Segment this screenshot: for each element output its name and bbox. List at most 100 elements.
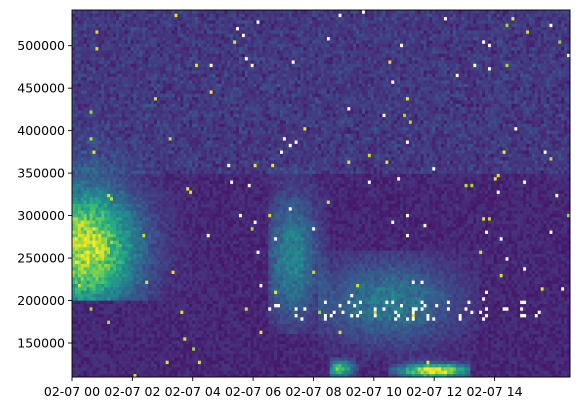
heatmap-cell [92, 56, 96, 61]
heatmap-cell [72, 240, 76, 244]
heatmap-cell [121, 333, 126, 338]
heatmap-cell [142, 283, 146, 288]
heatmap-cell [192, 43, 196, 48]
heatmap-cell [77, 226, 82, 231]
heatmap-cell [95, 63, 99, 68]
heatmap-cell [180, 193, 184, 198]
heatmap-cell [180, 156, 184, 161]
heatmap-cell [162, 350, 167, 355]
heatmap-cell [162, 340, 167, 345]
heatmap-cell [186, 260, 190, 264]
heatmap-cell [145, 40, 149, 44]
heatmap-cell [136, 60, 140, 64]
heatmap-cell [197, 53, 202, 58]
heatmap-cell [177, 136, 181, 141]
heatmap-cell [121, 273, 126, 278]
heatmap-cell [148, 26, 152, 31]
heatmap-cell [145, 46, 149, 51]
heatmap-cell [127, 53, 131, 58]
heatmap-cell [192, 356, 196, 361]
heatmap-cell [156, 146, 161, 151]
heatmap-cell [180, 80, 184, 84]
heatmap-cell [156, 210, 161, 214]
heatmap-cell [139, 96, 143, 101]
heatmap-cell [145, 100, 149, 104]
heatmap-cell [200, 213, 205, 218]
heatmap-cell [171, 303, 175, 308]
heatmap-cell [95, 80, 99, 84]
heatmap-cell [104, 170, 108, 174]
heatmap-cell [195, 140, 199, 144]
heatmap-cell [197, 140, 202, 144]
heatmap-cell [195, 183, 199, 188]
heatmap-cell [177, 123, 181, 128]
heatmap-cell [148, 176, 152, 181]
heatmap-cell [139, 190, 143, 194]
heatmap-cell [98, 323, 102, 328]
heatmap-cell [189, 43, 193, 48]
heatmap-cell [115, 263, 120, 268]
heatmap-cell [101, 120, 105, 124]
heatmap-cell [83, 70, 88, 74]
heatmap-cell [156, 353, 161, 358]
heatmap-cell [154, 270, 158, 274]
heatmap-cell [162, 346, 167, 351]
heatmap-cell [124, 53, 129, 58]
heatmap-cell [113, 330, 117, 335]
heatmap-cell [200, 230, 205, 234]
heatmap-cell [165, 323, 170, 328]
heatmap-cell [159, 93, 164, 98]
heatmap-cell [118, 293, 123, 298]
heatmap-cell [159, 13, 164, 18]
heatmap-cell [133, 370, 137, 375]
heatmap-cell [145, 330, 149, 335]
heatmap-cell [124, 190, 129, 194]
heatmap-cell [74, 336, 79, 341]
heatmap-cell [77, 136, 82, 141]
heatmap-cell [101, 350, 105, 355]
heatmap-cell [115, 223, 120, 228]
heatmap-cell [89, 76, 93, 81]
heatmap-cell [118, 356, 123, 361]
heatmap-cell [130, 30, 134, 34]
heatmap-cell [83, 370, 88, 375]
heatmap-cell [124, 226, 129, 231]
heatmap-cell [197, 353, 202, 358]
heatmap-cell [110, 73, 114, 78]
heatmap-cell [83, 173, 88, 178]
heatmap-cell [86, 173, 90, 178]
heatmap-cell [197, 316, 202, 321]
heatmap-cell [151, 120, 155, 124]
heatmap-cell [98, 183, 102, 188]
heatmap-cell [180, 180, 184, 184]
heatmap-cell [145, 140, 149, 144]
heatmap-cell [77, 73, 82, 78]
heatmap-cell [197, 300, 202, 304]
heatmap-cell [104, 146, 108, 151]
heatmap-cell [159, 153, 164, 158]
heatmap-cell [168, 290, 172, 294]
heatmap-cell [89, 16, 93, 21]
heatmap-cell [77, 206, 82, 211]
heatmap-cell [130, 53, 134, 58]
heatmap-cell [101, 76, 105, 81]
heatmap-cell [118, 200, 123, 204]
heatmap-cell [130, 180, 134, 184]
heatmap-cell [115, 10, 120, 14]
heatmap-cell [192, 136, 196, 141]
heatmap-cell [186, 120, 190, 124]
heatmap-cell [72, 253, 76, 258]
heatmap-cell [83, 60, 88, 64]
heatmap-cell [133, 16, 137, 21]
heatmap-cell [195, 323, 199, 328]
heatmap-cell [195, 270, 199, 274]
heatmap-cell [130, 36, 134, 41]
heatmap-cell [136, 196, 140, 201]
heatmap-cell [95, 183, 99, 188]
heatmap-cell [121, 156, 126, 161]
heatmap-cell [171, 73, 175, 78]
heatmap-cell [151, 176, 155, 181]
heatmap-cell [203, 306, 208, 311]
heatmap-cell [72, 113, 76, 118]
heatmap-cell [104, 40, 108, 44]
